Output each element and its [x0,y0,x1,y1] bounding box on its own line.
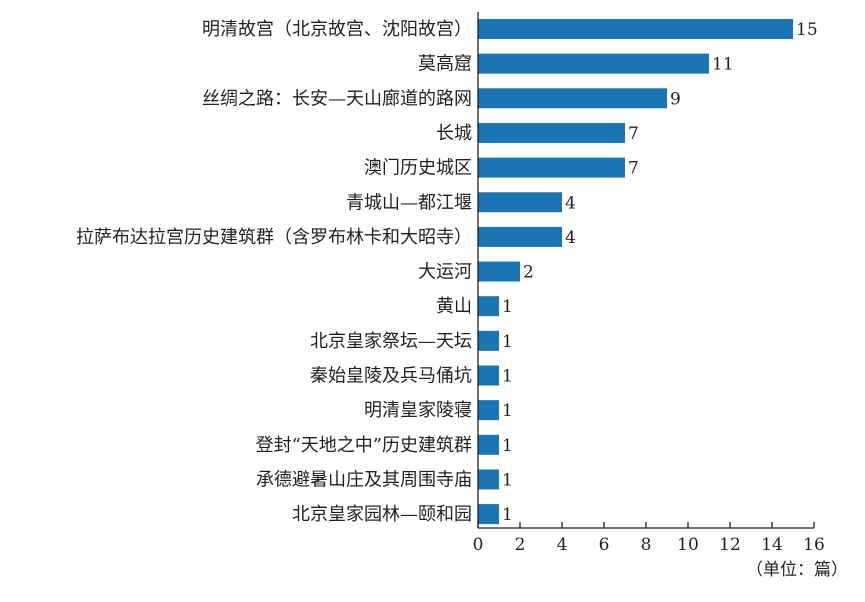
bar-12 [478,400,499,421]
x-tick-label-8: 8 [641,535,652,555]
bar-10 [478,330,499,351]
bar-4 [478,122,625,143]
value-label-7: 4 [565,228,576,248]
value-label-9: 1 [502,297,513,317]
value-label-2: 11 [712,55,734,75]
bar-7 [478,226,562,247]
value-label-8: 2 [523,263,534,283]
bar-5 [478,157,625,178]
x-tick-label-4: 4 [557,535,568,555]
x-tick-label-16: 16 [803,535,825,555]
bar-13 [478,434,499,455]
category-label-7: 拉萨布达拉宫历史建筑群（含罗布林卡和大昭寺） [76,227,472,248]
category-label-9: 黄山 [436,296,472,317]
value-label-5: 7 [628,159,639,179]
value-label-14: 1 [502,470,513,490]
category-label-3: 丝绸之路：长安—天山廊道的路网 [202,88,472,109]
category-label-13: 登封“天地之中”历史建筑群 [256,435,472,456]
bar-3 [478,88,667,109]
category-labels-group: 明清故宫（北京故宫、沈阳故宫） 莫高窟丝绸之路：长安—天山廊道的路网长城澳门历史城… [76,19,472,525]
category-label-11: 秦始皇陵及兵马俑坑 [310,366,472,387]
value-label-3: 9 [670,89,681,109]
bar-8 [478,261,520,282]
bar-9 [478,296,499,317]
bar-6 [478,192,562,213]
category-label-14: 承德避暑山庄及其周围寺庙 [256,469,472,490]
x-tick-label-0: 0 [473,535,484,555]
value-label-1: 15 [796,20,818,40]
category-label-6: 青城山—都江堰 [346,192,472,213]
unit-label: （单位：篇） [746,560,848,580]
category-label-10: 北京皇家祭坛—天坛 [310,331,472,352]
category-label-15: 北京皇家园林—颐和园 [292,504,472,525]
value-label-12: 1 [502,401,513,421]
value-label-6: 4 [565,193,576,213]
category-label-2: 莫高窟 [418,54,472,75]
category-label-12: 明清皇家陵寝 [364,400,472,421]
value-label-4: 7 [628,124,639,144]
value-label-15: 1 [502,505,513,525]
bar-15 [478,504,499,525]
category-label-1: 明清故宫（北京故宫、沈阳故宫） [202,19,472,40]
bar-1 [478,19,793,39]
x-tick-label-2: 2 [515,535,526,555]
category-label-5: 澳门历史城区 [364,158,472,179]
bars-group [478,19,793,525]
value-label-10: 1 [502,332,513,352]
bar-14 [478,469,499,490]
category-label-8: 大运河 [418,262,472,283]
x-tick-label-14: 14 [761,535,783,555]
x-tick-label-6: 6 [599,535,610,555]
x-tick-label-12: 12 [719,535,741,555]
bar-2 [478,53,709,74]
bar-11 [478,365,499,386]
ticks-group: 0 2 4 6 8 10 12 14 16 [473,522,825,555]
value-label-11: 1 [502,367,513,387]
x-tick-label-10: 10 [677,535,699,555]
value-label-13: 1 [502,436,513,456]
category-label-4: 长城 [436,123,472,144]
